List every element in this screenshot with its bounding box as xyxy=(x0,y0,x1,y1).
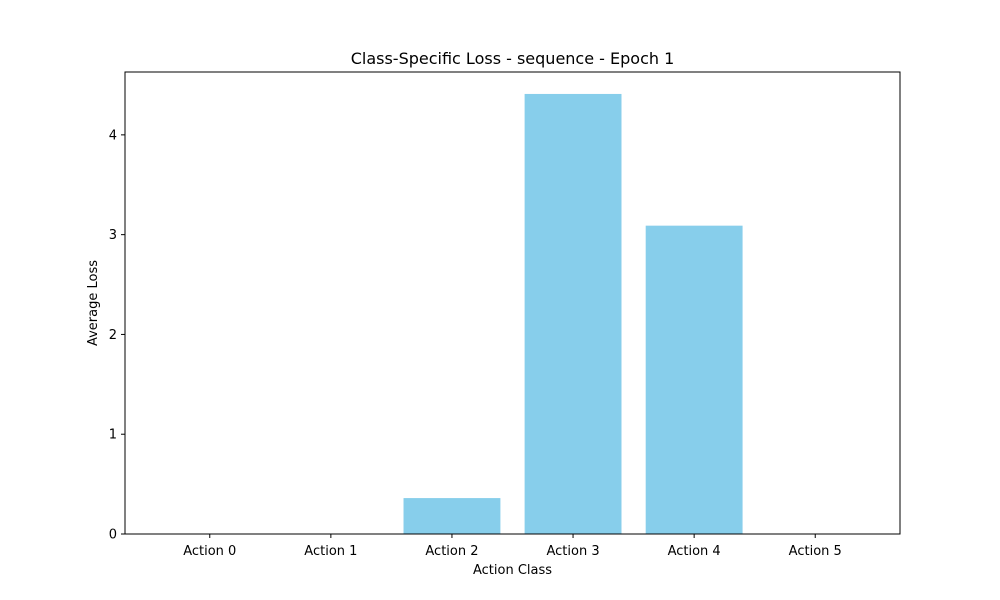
y-tick-label: 0 xyxy=(109,528,117,543)
x-tick-label: Action 5 xyxy=(789,544,842,559)
bars-group xyxy=(403,93,743,535)
plot-frame xyxy=(124,71,901,535)
y-tick-label: 3 xyxy=(109,228,117,243)
x-tick-label: Action 0 xyxy=(183,544,236,559)
x-tick-label: Action 2 xyxy=(425,544,478,559)
x-axis-label: Action Class xyxy=(473,563,552,578)
x-axis: Action 0 Action 1 Action 2 Action 3 Action 4… xyxy=(183,534,842,559)
y-axis-label: Average Loss xyxy=(86,260,101,346)
bar-action-3 xyxy=(524,93,622,534)
chart-title: Class-Specific Loss - sequence - Epoch 1 xyxy=(351,49,675,68)
bar-action-2 xyxy=(403,498,501,534)
x-tick-label: Action 3 xyxy=(546,544,599,559)
y-tick-label: 2 xyxy=(109,328,117,343)
x-tick-label: Action 1 xyxy=(304,544,357,559)
x-tick-label: Action 4 xyxy=(668,544,721,559)
y-axis: 0 1 2 3 4 xyxy=(109,128,125,543)
bar-action-4 xyxy=(645,225,743,535)
y-tick-label: 1 xyxy=(109,428,117,443)
y-tick-label: 4 xyxy=(109,128,117,143)
